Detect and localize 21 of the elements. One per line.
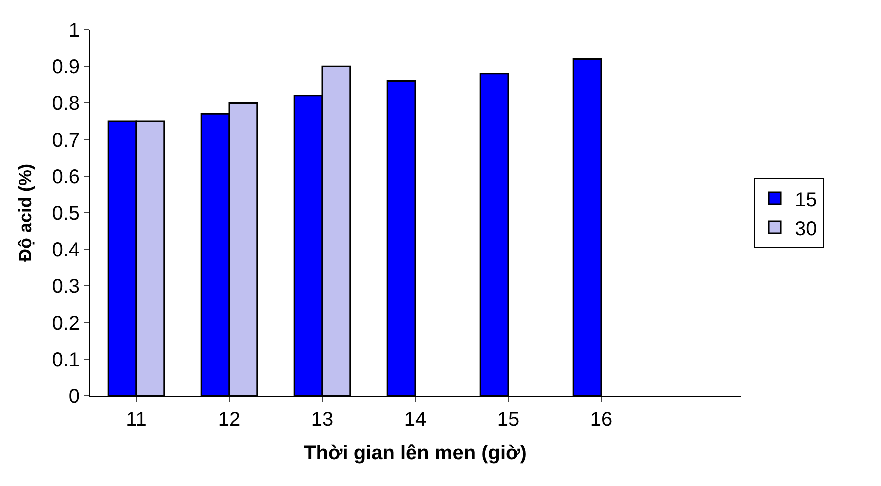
x-tick-label: 16 bbox=[590, 409, 613, 431]
x-tick-label: 15 bbox=[497, 409, 520, 431]
y-tick-label: 0.8 bbox=[52, 93, 80, 116]
x-tick-label: 12 bbox=[218, 409, 241, 431]
legend-label: 15 bbox=[795, 189, 818, 212]
y-tick-label: 0 bbox=[68, 386, 80, 408]
y-tick-label: 0.5 bbox=[52, 203, 80, 225]
x-tick-label: 11 bbox=[126, 409, 147, 431]
y-axis-title: Độ acid (%) bbox=[15, 164, 36, 262]
y-tick-label: 0.7 bbox=[52, 130, 80, 152]
x-axis-title: Thời gian lên men (giờ) bbox=[304, 442, 527, 464]
y-tick-label: 0.6 bbox=[52, 166, 80, 188]
x-tick-label: 14 bbox=[404, 409, 427, 431]
y-tick-label: 0.4 bbox=[52, 240, 80, 262]
y-tick-label: 0.2 bbox=[52, 312, 80, 335]
x-tick-label: 13 bbox=[311, 409, 334, 431]
y-tick-label: 1 bbox=[68, 20, 80, 42]
legend-label: 30 bbox=[795, 218, 818, 240]
y-tick-label: 0.9 bbox=[52, 56, 80, 79]
y-tick-label: 0.3 bbox=[52, 276, 80, 298]
y-tick-label: 0.1 bbox=[52, 349, 80, 372]
